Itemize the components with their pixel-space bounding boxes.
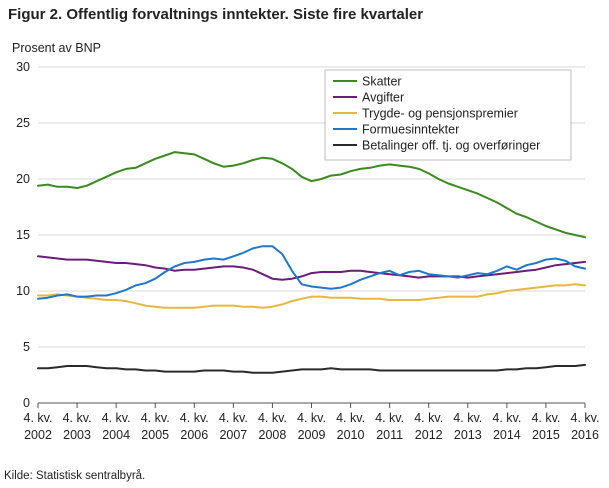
y-tick-label: 30 xyxy=(16,60,30,74)
series-line-2 xyxy=(37,283,586,309)
y-tick-label: 0 xyxy=(23,396,30,410)
series-line-1 xyxy=(37,255,586,281)
x-tick-label-year: 2006 xyxy=(180,428,208,442)
x-tick-label-year: 2009 xyxy=(298,428,326,442)
x-axis: 4. kv. 2002 4. kv. 2003 4. kv. 2004 4. kv. 2005… xyxy=(24,403,600,442)
figure-title: Figur 2. Offentlig forvaltnings inntekte… xyxy=(8,6,424,23)
x-tick-label-quarter: 4. kv. xyxy=(24,411,53,425)
x-tick-label-quarter: 4. kv. xyxy=(492,411,521,425)
source-note: Kilde: Statistisk sentralbyrå. xyxy=(4,470,146,482)
x-tick-label-year: 2003 xyxy=(63,428,91,442)
series-line-3 xyxy=(37,245,586,300)
legend-label-2: Trygde- og pensjonspremier xyxy=(362,107,518,121)
x-tick-label-quarter: 4. kv. xyxy=(414,411,443,425)
x-tick-label-year: 2004 xyxy=(102,428,130,442)
x-tick-label-year: 2010 xyxy=(337,428,365,442)
x-tick-label-year: 2011 xyxy=(376,428,403,442)
legend-box xyxy=(324,69,572,161)
y-tick-label: 25 xyxy=(16,116,30,130)
y-tick-label: 5 xyxy=(23,340,30,354)
x-tick-label-quarter: 4. kv. xyxy=(453,411,482,425)
x-tick-label-year: 2014 xyxy=(493,428,521,442)
x-tick-label-quarter: 4. kv. xyxy=(180,411,209,425)
legend-label-3: Formuesinntekter xyxy=(362,123,459,137)
legend-label-0: Skatter xyxy=(362,75,402,89)
legend-label-1: Avgifter xyxy=(362,91,404,105)
x-tick-label-quarter: 4. kv. xyxy=(375,411,404,425)
x-tick-label-quarter: 4. kv. xyxy=(219,411,248,425)
x-tick-label-quarter: 4. kv. xyxy=(258,411,287,425)
x-tick-label-quarter: 4. kv. xyxy=(63,411,92,425)
y-tick-label: 10 xyxy=(16,284,30,298)
x-tick-label-year: 2016 xyxy=(571,428,599,442)
x-tick-label-year: 2012 xyxy=(415,428,443,442)
y-tick-label: 15 xyxy=(16,228,30,242)
x-tick-label-quarter: 4. kv. xyxy=(102,411,131,425)
x-tick-label-quarter: 4. kv. xyxy=(297,411,326,425)
x-tick-label-year: 2013 xyxy=(454,428,482,442)
x-tick-label-year: 2007 xyxy=(219,428,247,442)
grid-lines xyxy=(38,66,585,404)
x-tick-label-year: 2015 xyxy=(532,428,560,442)
series-line-0 xyxy=(37,151,586,239)
y-tick-label: 20 xyxy=(16,172,30,186)
x-tick-label-year: 2008 xyxy=(259,428,287,442)
series-lines xyxy=(37,151,586,374)
x-tick-label-quarter: 4. kv. xyxy=(336,411,365,425)
x-tick-label-quarter: 4. kv. xyxy=(141,411,170,425)
x-tick-label-quarter: 4. kv. xyxy=(531,411,560,425)
legend: Skatter Avgifter Trygde- og pensjonspremie… xyxy=(324,69,572,161)
y-axis-label: Prosent av BNP xyxy=(12,41,101,55)
y-axis: 0 5 10 15 20 25 30 xyxy=(16,60,30,410)
x-tick-label-year: 2002 xyxy=(24,428,52,442)
x-tick-label-year: 2005 xyxy=(141,428,169,442)
legend-label-4: Betalinger off. tj. og overføringer xyxy=(362,139,540,153)
series-line-4 xyxy=(37,363,586,374)
x-tick-label-quarter: 4. kv. xyxy=(571,411,600,425)
